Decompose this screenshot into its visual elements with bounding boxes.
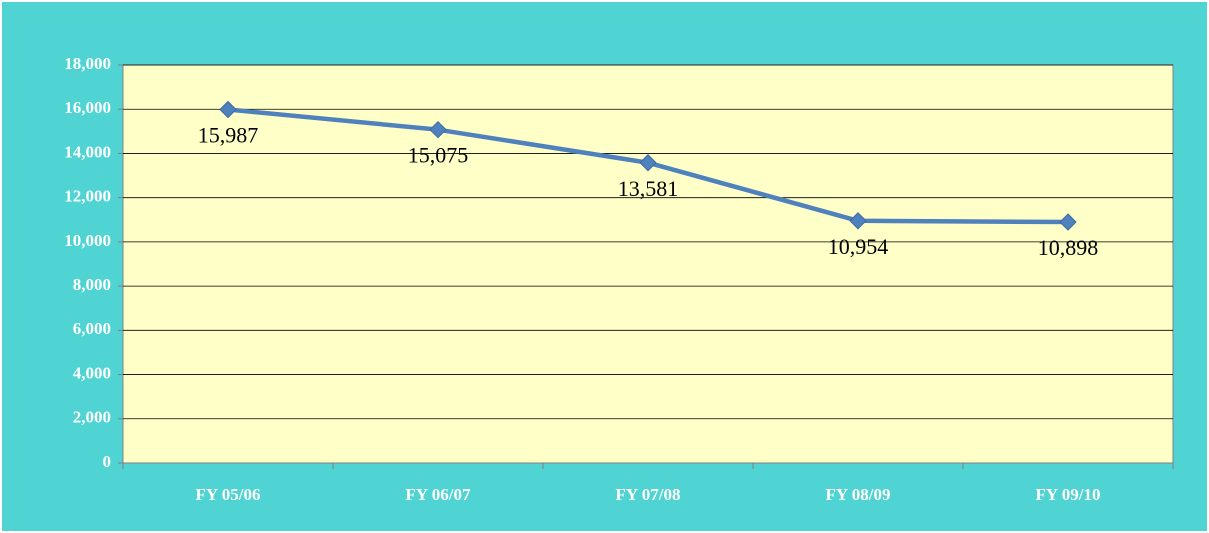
x-tick-label: FY 08/09: [825, 485, 890, 504]
y-tick-label: 14,000: [64, 142, 111, 161]
marker: [1059, 213, 1077, 231]
x-tick-label: FY 05/06: [195, 485, 260, 504]
y-tick-label: 12,000: [64, 187, 111, 206]
y-tick-label: 10,000: [64, 231, 111, 250]
x-tick-label: FY 07/08: [615, 485, 680, 504]
x-tick-label: FY 06/07: [405, 485, 471, 504]
y-tick-label: 8,000: [73, 275, 111, 294]
marker: [849, 212, 867, 230]
marker: [219, 100, 237, 119]
data-label: 10,898: [1038, 235, 1099, 260]
marker: [639, 154, 657, 172]
marker: [429, 120, 447, 139]
y-tick-label: 18,000: [64, 54, 111, 73]
y-tick-label: 4,000: [73, 363, 111, 382]
y-tick-label: 16,000: [64, 98, 111, 117]
plot-area: [122, 64, 1174, 464]
y-tick-label: 2,000: [73, 408, 111, 427]
y-tick-label: 6,000: [73, 319, 111, 338]
y-tick-label: 0: [103, 452, 112, 471]
x-tick-label: FY 09/10: [1035, 485, 1100, 504]
data-label: 15,075: [408, 143, 469, 168]
data-label: 13,581: [618, 176, 679, 201]
data-label: 15,987: [198, 123, 259, 148]
data-label: 10,954: [828, 234, 889, 259]
